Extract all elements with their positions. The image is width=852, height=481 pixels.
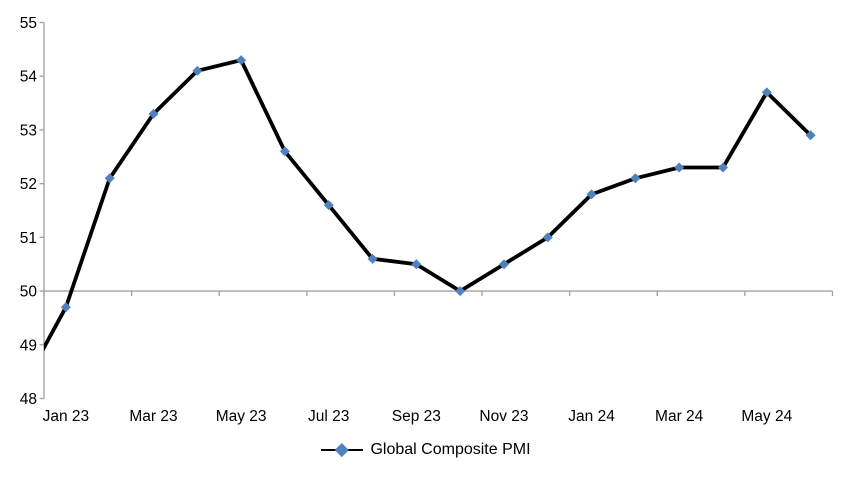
legend: Global Composite PMI: [0, 440, 852, 460]
x-tick-label: Jul 23: [308, 408, 349, 425]
x-tick-label: May 24: [741, 408, 792, 425]
data-point-marker: [674, 162, 685, 173]
pmi-line-chart: 48 49 50 51 52 53 54 55 Jan 23 Mar 23 May 23 Jul 23…: [20, 15, 834, 425]
data-point-marker: [542, 232, 553, 243]
legend-label: Global Composite PMI: [370, 441, 531, 458]
data-point-marker: [498, 259, 509, 270]
data-point-marker: [411, 259, 422, 270]
data-point-marker: [586, 189, 597, 200]
series-group: [44, 55, 816, 352]
x-tick-label: Mar 23: [129, 408, 177, 425]
data-point-marker: [805, 130, 816, 141]
data-point-marker: [192, 65, 203, 76]
data-point-marker: [236, 55, 247, 66]
data-point-marker: [367, 253, 378, 264]
y-tick-label: 54: [20, 69, 38, 86]
data-point-marker: [717, 162, 728, 173]
x-tick-label: Jan 23: [43, 408, 90, 425]
y-tick-label: 50: [20, 284, 38, 301]
data-point-marker: [148, 108, 159, 119]
data-point-marker: [761, 87, 772, 98]
data-point-marker: [630, 173, 641, 184]
x-tick-label: Sep 23: [392, 408, 441, 425]
data-point-marker: [279, 146, 290, 157]
y-tick-label: 49: [20, 337, 37, 354]
y-tick-label: 53: [20, 122, 37, 139]
data-point-marker: [60, 302, 71, 313]
y-tick-label: 55: [20, 15, 37, 32]
data-point-marker: [323, 200, 334, 211]
data-point-marker: [104, 173, 115, 184]
x-tick-label: Mar 24: [655, 408, 704, 425]
series-line: [44, 58, 812, 352]
data-point-marker: [455, 286, 466, 297]
x-tick-label: Jan 24: [568, 408, 615, 425]
series-line-sample: [321, 443, 364, 457]
y-tick-label: 48: [20, 391, 37, 408]
legend-diamond-marker-icon: [335, 443, 350, 457]
y-tick-label: 51: [20, 230, 37, 247]
x-tick-label: Nov 23: [479, 408, 528, 425]
y-tick-label: 52: [20, 176, 37, 193]
x-tick-label: May 23: [216, 408, 267, 425]
